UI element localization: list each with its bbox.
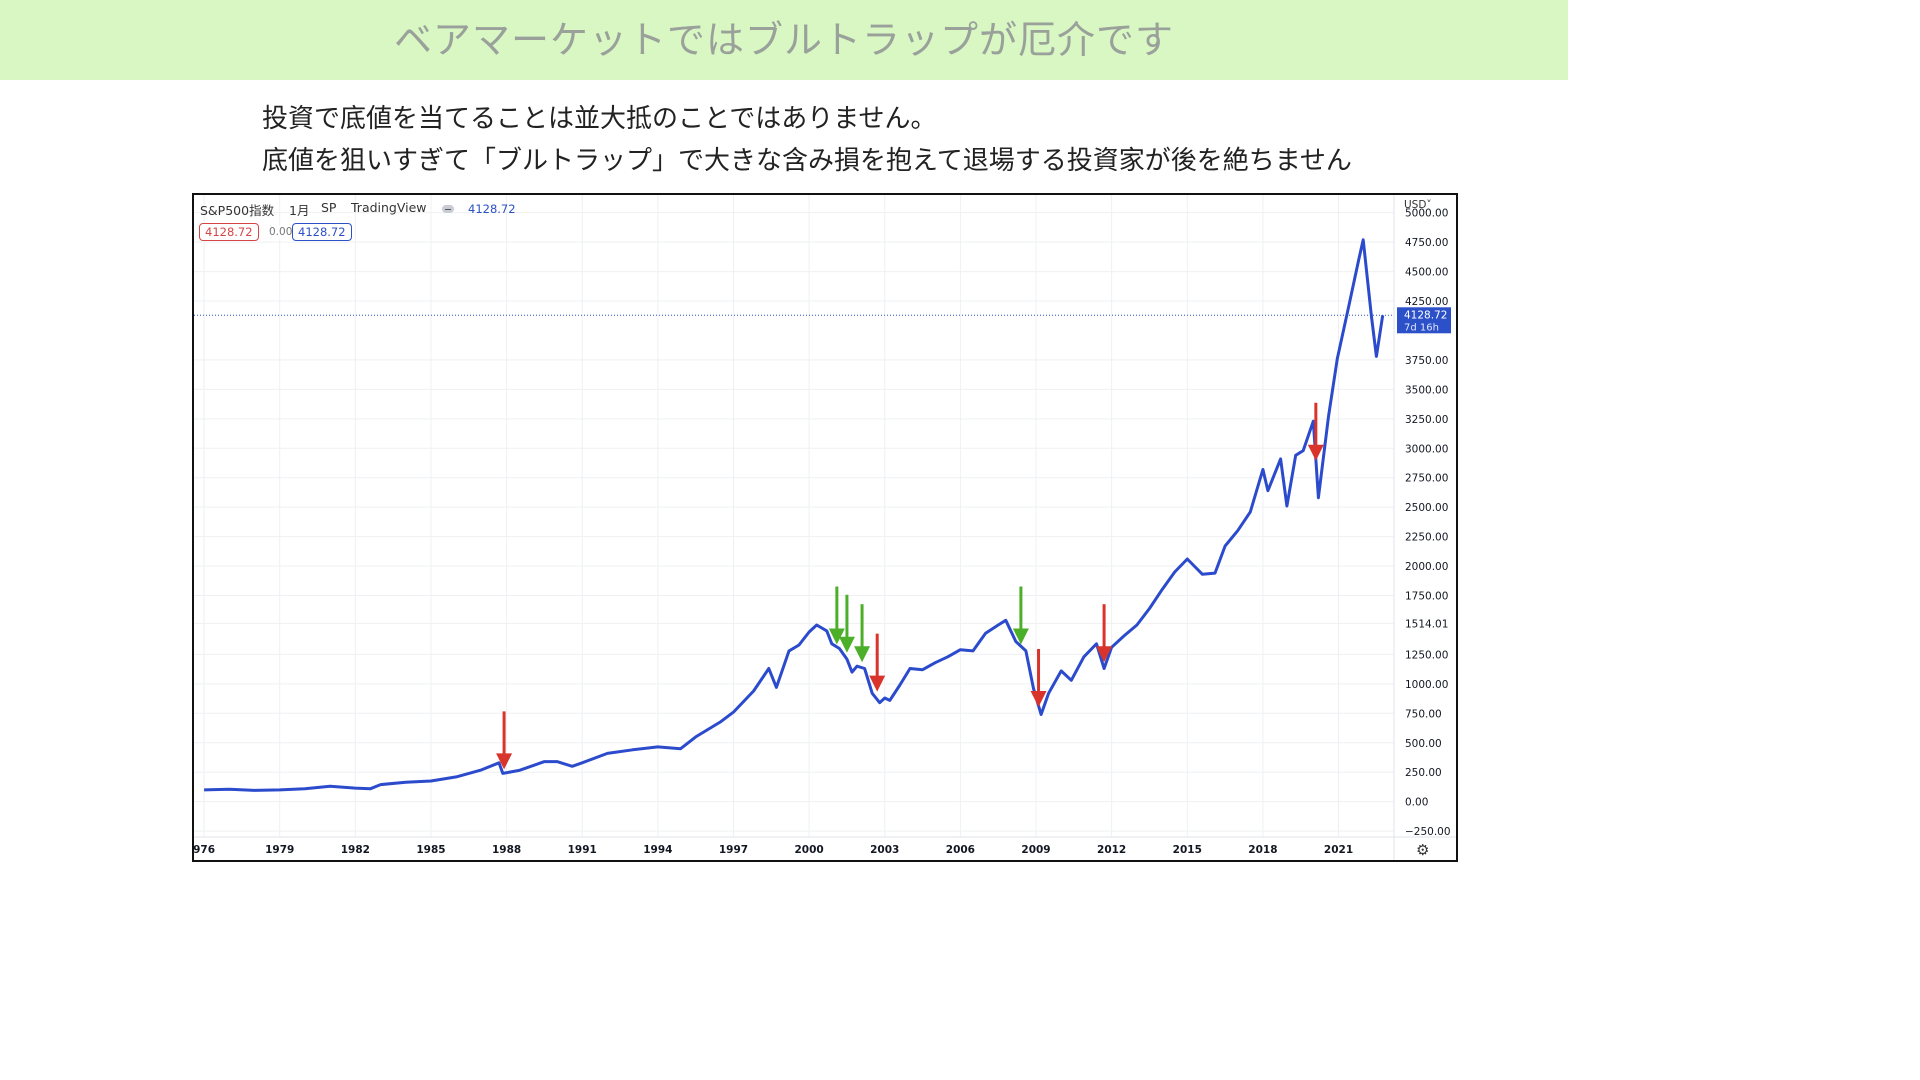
open-value-pill: 4128.72	[199, 223, 259, 241]
x-tick-label: 1979	[265, 844, 294, 856]
x-tick-label: 2018	[1248, 844, 1277, 856]
y-tick-label: 1514.01	[1405, 618, 1448, 630]
y-tick-label: 3750.00	[1405, 355, 1448, 367]
series-line	[204, 238, 1385, 792]
x-tick-label: 2015	[1173, 844, 1202, 856]
x-tick-label: 2021	[1324, 844, 1353, 856]
price-chart[interactable]: 5000.00 4750.00 4500.00 4250.00 3750.00 3500.…	[194, 195, 1456, 860]
y-tick-label: 3000.00	[1405, 443, 1448, 455]
chart-panel[interactable]: 5000.00 4750.00 4500.00 4250.00 3750.00 3500.…	[192, 193, 1458, 862]
y-tick-label: 3500.00	[1405, 384, 1448, 396]
red-arrow-marker	[1096, 604, 1113, 663]
red-arrow-marker	[1307, 402, 1324, 461]
x-tick-label: 1985	[416, 844, 445, 856]
x-tick-label: 1991	[568, 844, 597, 856]
green-arrow-marker	[838, 594, 855, 653]
y-tick-label: −250.00	[1405, 826, 1451, 838]
red-arrow-marker	[1030, 648, 1047, 707]
y-tick-label: 2500.00	[1405, 502, 1448, 514]
red-arrow-marker	[869, 633, 886, 692]
green-arrow-marker	[1012, 586, 1029, 645]
y-tick-label: 4750.00	[1405, 237, 1448, 249]
price-tag	[1397, 307, 1451, 334]
symbol-name[interactable]: S&P500指数	[200, 203, 275, 218]
timeframe-label[interactable]: 1月	[289, 203, 310, 218]
exchange-label: SP	[321, 200, 337, 215]
slide-title: ベアマーケットではブルトラップが厄介です	[393, 18, 1174, 62]
x-tick-label: 2012	[1097, 844, 1126, 856]
x-tick-label: 2003	[870, 844, 899, 856]
y-tick-label: 1750.00	[1405, 591, 1448, 603]
y-tick-label: 500.00	[1405, 738, 1442, 750]
title-banner	[0, 0, 1568, 80]
y-tick-label: 2750.00	[1405, 473, 1448, 485]
collapse-toggle-icon[interactable]	[442, 205, 454, 213]
y-tick-label: 250.00	[1405, 767, 1442, 779]
y-tick-label: 2000.00	[1405, 561, 1448, 573]
last-value-label: 4128.72	[468, 202, 516, 216]
y-tick-label: 5000.00	[1405, 208, 1448, 220]
x-tick-label: 1982	[341, 844, 370, 856]
y-tick-label: 3250.00	[1405, 414, 1448, 426]
y-tick-label: 1250.00	[1405, 649, 1448, 661]
x-tick-label: 2009	[1021, 844, 1050, 856]
x-tick-label: 1994	[643, 844, 672, 856]
price-tag-value: 4128.72	[1404, 309, 1447, 321]
y-tick-label: 4500.00	[1405, 267, 1448, 279]
currency-selector[interactable]: USD˅	[1404, 199, 1432, 211]
green-arrow-marker	[828, 586, 845, 645]
y-tick-label: 2250.00	[1405, 532, 1448, 544]
y-tick-label: 1000.00	[1405, 679, 1448, 691]
change-value-pill: 0.00	[264, 225, 298, 239]
x-tick-label: 1988	[492, 844, 521, 856]
red-arrow-marker	[496, 711, 513, 770]
x-tick-label: 2000	[795, 844, 824, 856]
gear-icon[interactable]: ⚙	[1416, 841, 1430, 859]
close-value-pill: 4128.72	[292, 223, 352, 241]
source-label: TradingView	[351, 200, 427, 215]
y-tick-label: 0.00	[1405, 797, 1428, 809]
price-tag-countdown: 7d 16h	[1404, 322, 1439, 333]
caption-line-2: 底値を狙いすぎて「ブルトラップ」で大きな含み損を抱えて退場する投資家が後を絶ちま…	[262, 146, 1352, 176]
y-tick-label: 750.00	[1405, 708, 1442, 720]
y-tick-label: 4250.00	[1405, 296, 1448, 308]
green-arrow-marker	[854, 604, 871, 663]
x-tick-label: 1997	[719, 844, 748, 856]
x-tick-label: 976	[194, 844, 215, 856]
caption-line-1: 投資で底値を当てることは並大抵のことではありません。	[262, 104, 937, 134]
x-tick-label: 2006	[946, 844, 975, 856]
